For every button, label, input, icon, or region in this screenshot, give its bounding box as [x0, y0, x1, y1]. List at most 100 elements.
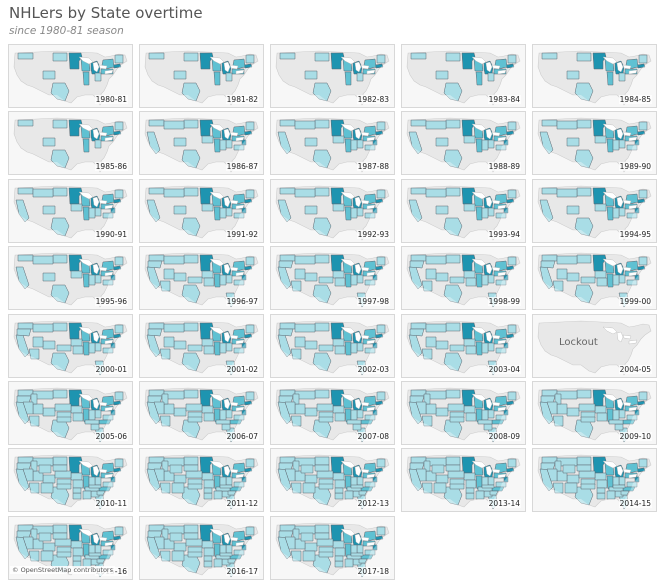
map-panel-2008-09[interactable]: 2008-09	[401, 381, 526, 445]
state-georgia	[614, 423, 624, 431]
state-new-england	[245, 526, 255, 536]
map-panel-2004-05[interactable]: Lockout 2004-05	[532, 313, 657, 378]
state-texas	[312, 150, 332, 169]
map-panel-1991-92[interactable]: 1991-92	[139, 178, 264, 243]
state-ohio	[356, 274, 364, 284]
map-panel-1988-89[interactable]: 1988-89	[401, 111, 526, 176]
state-ohio	[356, 477, 364, 486]
state-ohio	[356, 207, 364, 217]
state-oklahoma	[56, 416, 72, 423]
state-iowa	[201, 540, 214, 549]
neighbor-land	[402, 112, 525, 175]
state-oklahoma	[187, 551, 203, 558]
state-virginia	[364, 279, 376, 286]
state-nevada	[153, 469, 165, 482]
season-label: 2010-11	[94, 499, 128, 509]
map-panel-2016-17[interactable]: 2016-17	[139, 515, 264, 580]
map-panel-2012-13[interactable]: 2012-13	[270, 448, 395, 513]
map-panel-1989-90[interactable]: 1989-90	[532, 111, 657, 176]
season-label: 2011-12	[225, 499, 259, 509]
state-new-jersey	[503, 342, 509, 348]
state-virginia	[495, 145, 507, 151]
great-lakes	[78, 56, 114, 75]
state-alabama	[344, 558, 354, 568]
map-panel-2014-15[interactable]: 2014-15	[532, 448, 657, 513]
state-north-dakota	[183, 254, 199, 264]
great-lakes	[209, 258, 245, 277]
state-montana	[425, 121, 447, 130]
state-south-dakota	[52, 532, 68, 540]
state-virginia	[102, 279, 114, 286]
season-label: 1989-90	[618, 162, 652, 172]
map-panel-1995-96[interactable]: 1995-96	[8, 246, 133, 311]
season-label: 2017-18	[356, 566, 390, 576]
map-panel-1980-81[interactable]: 1980-81	[8, 44, 133, 108]
map-panel-1984-85[interactable]: 1984-85	[532, 44, 657, 108]
map-panel-2003-04[interactable]: 2003-04	[401, 313, 526, 378]
state-south-carolina	[358, 558, 368, 564]
season-label: 1993-94	[487, 229, 521, 239]
map-panel-2013-14[interactable]: 2013-14	[401, 448, 526, 513]
map-panel-2006-07[interactable]: 2006-07	[139, 381, 264, 445]
state-oklahoma	[580, 416, 596, 423]
map-panel-2010-11[interactable]: 2010-11	[8, 448, 133, 513]
state-arkansas	[203, 488, 213, 494]
map-panel-1993-94[interactable]: 1993-94	[401, 178, 526, 243]
state-virginia	[233, 212, 245, 219]
map-panel-1998-99[interactable]: 1998-99	[401, 246, 526, 311]
map-panel-1994-95[interactable]: 1994-95	[532, 178, 657, 243]
map-panel-1992-93[interactable]: 1992-93	[270, 178, 395, 243]
state-new-england	[245, 459, 255, 468]
map-panel-2007-08[interactable]: 2007-08	[270, 381, 395, 445]
map-panel-1985-86[interactable]: 1985-86	[8, 111, 133, 176]
state-missouri	[596, 277, 608, 287]
map-panel-2001-02[interactable]: 2001-02	[139, 313, 264, 378]
state-montana	[163, 121, 185, 130]
state-new-england	[114, 122, 124, 131]
state-new-mexico	[433, 483, 447, 494]
map-panel-2017-18[interactable]: 2017-18	[270, 515, 395, 580]
state-indiana	[219, 274, 227, 286]
season-label: 1999-00	[618, 297, 652, 307]
season-label: 2014-15	[618, 499, 652, 509]
state-shapes	[277, 120, 386, 169]
map-panel-1999-00[interactable]: 1999-00	[532, 246, 657, 311]
map-panel-1997-98[interactable]: 1997-98	[270, 246, 395, 311]
map-panel-2011-12[interactable]: 2011-12	[139, 448, 264, 513]
state-new-jersey	[372, 140, 378, 146]
map-panel-2009-10[interactable]: 2009-10	[532, 381, 657, 445]
state-shapes	[539, 120, 648, 169]
map-panel-1990-91[interactable]: 1990-91	[8, 178, 133, 243]
map-panel-2005-06[interactable]: 2005-06	[8, 381, 133, 445]
state-washington	[17, 254, 34, 262]
map-panel-1982-83[interactable]: 1982-83	[270, 44, 395, 108]
map-panel-1983-84[interactable]: 1983-84	[401, 44, 526, 108]
state-new-england	[245, 189, 255, 199]
state-north-dakota	[52, 120, 68, 129]
state-ohio	[618, 140, 626, 149]
map-panel-1996-97[interactable]: 1996-97	[139, 246, 264, 311]
neighbor-land	[533, 449, 656, 512]
state-map	[533, 179, 656, 242]
state-iowa	[201, 338, 214, 346]
map-panel-1987-88[interactable]: 1987-88	[270, 111, 395, 176]
state-virginia	[233, 279, 245, 286]
state-montana	[32, 255, 54, 265]
map-panel-1986-87[interactable]: 1986-87	[139, 111, 264, 176]
state-kentucky	[219, 552, 233, 557]
map-panel-2000-01[interactable]: 2000-01	[8, 313, 133, 378]
state-shapes	[539, 254, 648, 308]
state-indiana	[219, 140, 227, 151]
map-panel-1981-82[interactable]: 1981-82	[139, 44, 264, 108]
neighbor-land	[271, 382, 394, 444]
map-attribution[interactable]: © OpenStreetMap contributors	[10, 566, 115, 574]
state-south-carolina	[489, 491, 499, 496]
map-panel-2002-03[interactable]: 2002-03	[270, 313, 395, 378]
state-missouri	[72, 480, 84, 489]
state-shapes	[146, 524, 255, 578]
state-south-carolina	[96, 491, 106, 496]
great-lakes	[78, 393, 114, 412]
state-idaho	[423, 461, 431, 472]
state-illinois	[213, 341, 221, 355]
state-illinois	[82, 206, 90, 221]
